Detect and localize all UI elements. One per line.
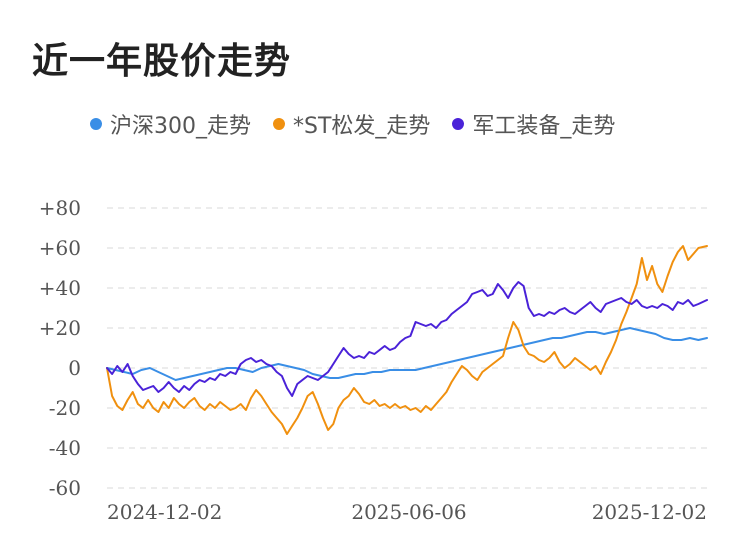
y-tick-label: +20 xyxy=(39,316,81,340)
series-line-1 xyxy=(106,245,708,435)
y-tick-label: -20 xyxy=(49,396,81,420)
y-tick-label: -40 xyxy=(49,436,81,460)
chart-legend: 沪深300_走势 *ST松发_走势 军工装备_走势 xyxy=(90,108,637,140)
chart-title: 近一年股价走势 xyxy=(32,41,292,82)
y-tick-label: +60 xyxy=(39,236,81,260)
legend-item-military[interactable]: 军工装备_走势 xyxy=(452,108,615,140)
legend-label: 沪深300_走势 xyxy=(110,114,251,139)
legend-item-stsongfa[interactable]: *ST松发_走势 xyxy=(273,108,430,140)
legend-dot-icon xyxy=(273,118,285,130)
legend-dot-icon xyxy=(452,118,465,130)
y-tick-label: +80 xyxy=(39,196,81,220)
x-tick-label: 2025-06-06 xyxy=(351,500,466,524)
legend-label: *ST松发_走势 xyxy=(293,114,431,139)
y-tick-label: +40 xyxy=(39,276,81,300)
series-line-2 xyxy=(106,281,708,397)
legend-label: 军工装备_走势 xyxy=(472,114,616,139)
y-tick-label: 0 xyxy=(68,356,81,380)
y-tick-label: -60 xyxy=(49,476,81,500)
x-tick-label: 2024-12-02 xyxy=(107,500,222,524)
legend-dot-icon xyxy=(90,118,102,130)
series-line-0 xyxy=(106,327,708,381)
legend-item-hs300[interactable]: 沪深300_走势 xyxy=(90,108,251,140)
x-tick-label: 2025-12-02 xyxy=(592,500,707,524)
